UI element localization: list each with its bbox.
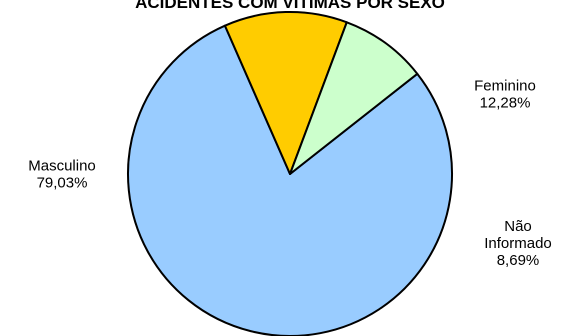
slice-label-line: 79,03% — [37, 175, 88, 192]
pie-slice-3 — [289, 21, 419, 175]
slice-label-line: Masculino — [28, 158, 96, 175]
slice-label-3: Não Informado 8,69% — [484, 218, 552, 269]
slice-label-line: Informado — [484, 235, 552, 252]
slice-label-line: 12,28% — [480, 95, 531, 112]
slice-label-line: Feminino — [474, 78, 536, 95]
pie-slices — [127, 11, 453, 336]
slice-label-line: 8,69% — [497, 252, 540, 269]
chart-title: ACIDENTES COM VÍTIMAS POR SEXO — [135, 0, 445, 12]
pie-labels: Masculino 79,03% Feminino 12,28% Não Informad… — [28, 78, 552, 270]
slice-label-line: Não — [504, 218, 532, 235]
slice-label-2: Feminino 12,28% — [474, 78, 536, 112]
pie-slice-1 — [127, 24, 453, 336]
pie-slice-2 — [223, 11, 348, 175]
slice-label-1: Masculino 79,03% — [28, 158, 96, 192]
